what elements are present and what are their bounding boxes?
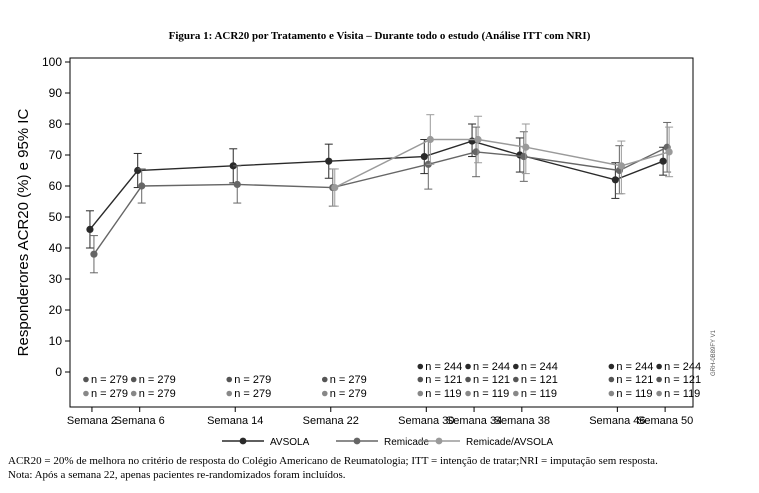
n-marker [417,376,424,383]
y-tick-label: 70 [49,148,63,162]
data-point [86,225,94,233]
data-point [474,135,482,144]
document-code: GRH-0B89FY V1 [711,330,717,376]
n-count-label: n = 119 [473,388,509,400]
legend-label: Remicade [384,437,429,448]
n-marker [608,363,615,370]
data-point [331,183,339,192]
x-tick-label: Semana 30 [398,415,454,427]
n-marker [226,390,233,397]
n-marker [465,376,471,383]
data-point [325,157,333,165]
n-count-label: n = 119 [425,388,461,400]
x-tick-label: Semana 34 [446,415,502,427]
n-marker [226,376,233,383]
n-marker [417,390,424,397]
n-count-label: n = 119 [521,388,557,400]
n-marker [656,363,662,370]
n-marker [513,390,519,397]
n-count-label: n = 121 [473,374,510,386]
series-line [93,146,668,255]
y-tick-label: 30 [49,272,63,286]
n-marker [465,390,471,397]
x-tick-label: Semana 6 [115,415,165,427]
n-marker [83,376,89,383]
n-marker [656,390,662,397]
footnote-note: Nota: Após a semana 22, apenas pacientes… [8,469,346,481]
data-point [617,162,625,170]
n-count-label: n = 121 [425,374,462,386]
y-tick-label: 80 [49,117,63,131]
x-tick-label: Semana 46 [589,415,645,427]
y-tick-label: 100 [42,55,62,69]
n-count-label: n = 279 [234,388,271,400]
data-point [233,180,241,189]
n-count-label: n = 121 [664,374,701,386]
n-count-label: n = 244 [473,361,510,373]
n-count-label: n = 279 [139,374,176,386]
data-point [90,250,98,258]
data-point [520,152,528,161]
data-point [665,148,673,156]
y-tick-label: 0 [55,365,62,379]
n-marker [513,376,519,383]
y-tick-label: 50 [49,210,63,224]
n-count-label: n = 279 [330,388,367,400]
n-marker [608,376,615,383]
n-marker [608,390,615,397]
x-tick-label: Semana 22 [303,415,359,427]
n-count-label: n = 279 [234,374,271,386]
data-point [611,176,619,184]
data-point [659,157,667,165]
data-point [468,137,476,145]
y-tick-label: 40 [49,241,63,255]
n-count-label: n = 244 [616,361,653,373]
y-tick-label: 10 [49,334,63,348]
x-tick-label: Semana 2 [67,415,117,427]
legend-marker [239,437,247,445]
n-marker [130,376,137,383]
legend-marker [353,437,361,445]
n-marker [130,390,137,397]
n-marker [83,390,89,397]
y-axis-label: Responderores ACR20 (%) e 95% IC [15,109,32,357]
n-count-label: n = 244 [664,361,701,373]
data-point [420,152,428,161]
n-count-label: n = 119 [616,388,652,400]
chart-title: Figura 1: ACR20 por Tratamento e Visita … [168,30,591,42]
data-point [134,166,142,175]
data-point [472,148,480,156]
n-count-label: n = 121 [616,374,653,386]
legend-label: Remicade/AVSOLA [466,437,553,448]
n-marker [417,363,424,370]
n-count-label: n = 121 [521,374,558,386]
x-tick-label: Semana 50 [637,415,693,427]
n-count-label: n = 244 [521,361,558,373]
n-marker [321,390,328,397]
series-line [334,138,670,189]
data-point [522,143,530,151]
legend-marker [435,437,443,445]
n-count-label: n = 119 [664,388,700,400]
footnote-abbreviations: ACR20 = 20% de melhora no critério de re… [8,455,658,467]
data-point [426,135,434,144]
n-marker [321,376,328,383]
n-count-label: n = 279 [330,374,367,386]
n-count-label: n = 279 [91,388,128,400]
n-count-label: n = 244 [425,361,462,373]
n-count-label: n = 279 [91,374,128,386]
legend-label: AVSOLA [270,437,310,448]
n-marker [656,376,662,383]
y-tick-label: 20 [49,303,63,317]
n-count-label: n = 279 [139,388,176,400]
y-tick-label: 90 [49,86,63,100]
x-tick-label: Semana 14 [207,415,263,427]
y-tick-label: 60 [49,179,63,193]
n-marker [465,363,471,370]
x-tick-label: Semana 38 [494,415,550,427]
plot-frame [69,57,694,408]
data-point [138,182,146,190]
n-marker [513,363,519,370]
